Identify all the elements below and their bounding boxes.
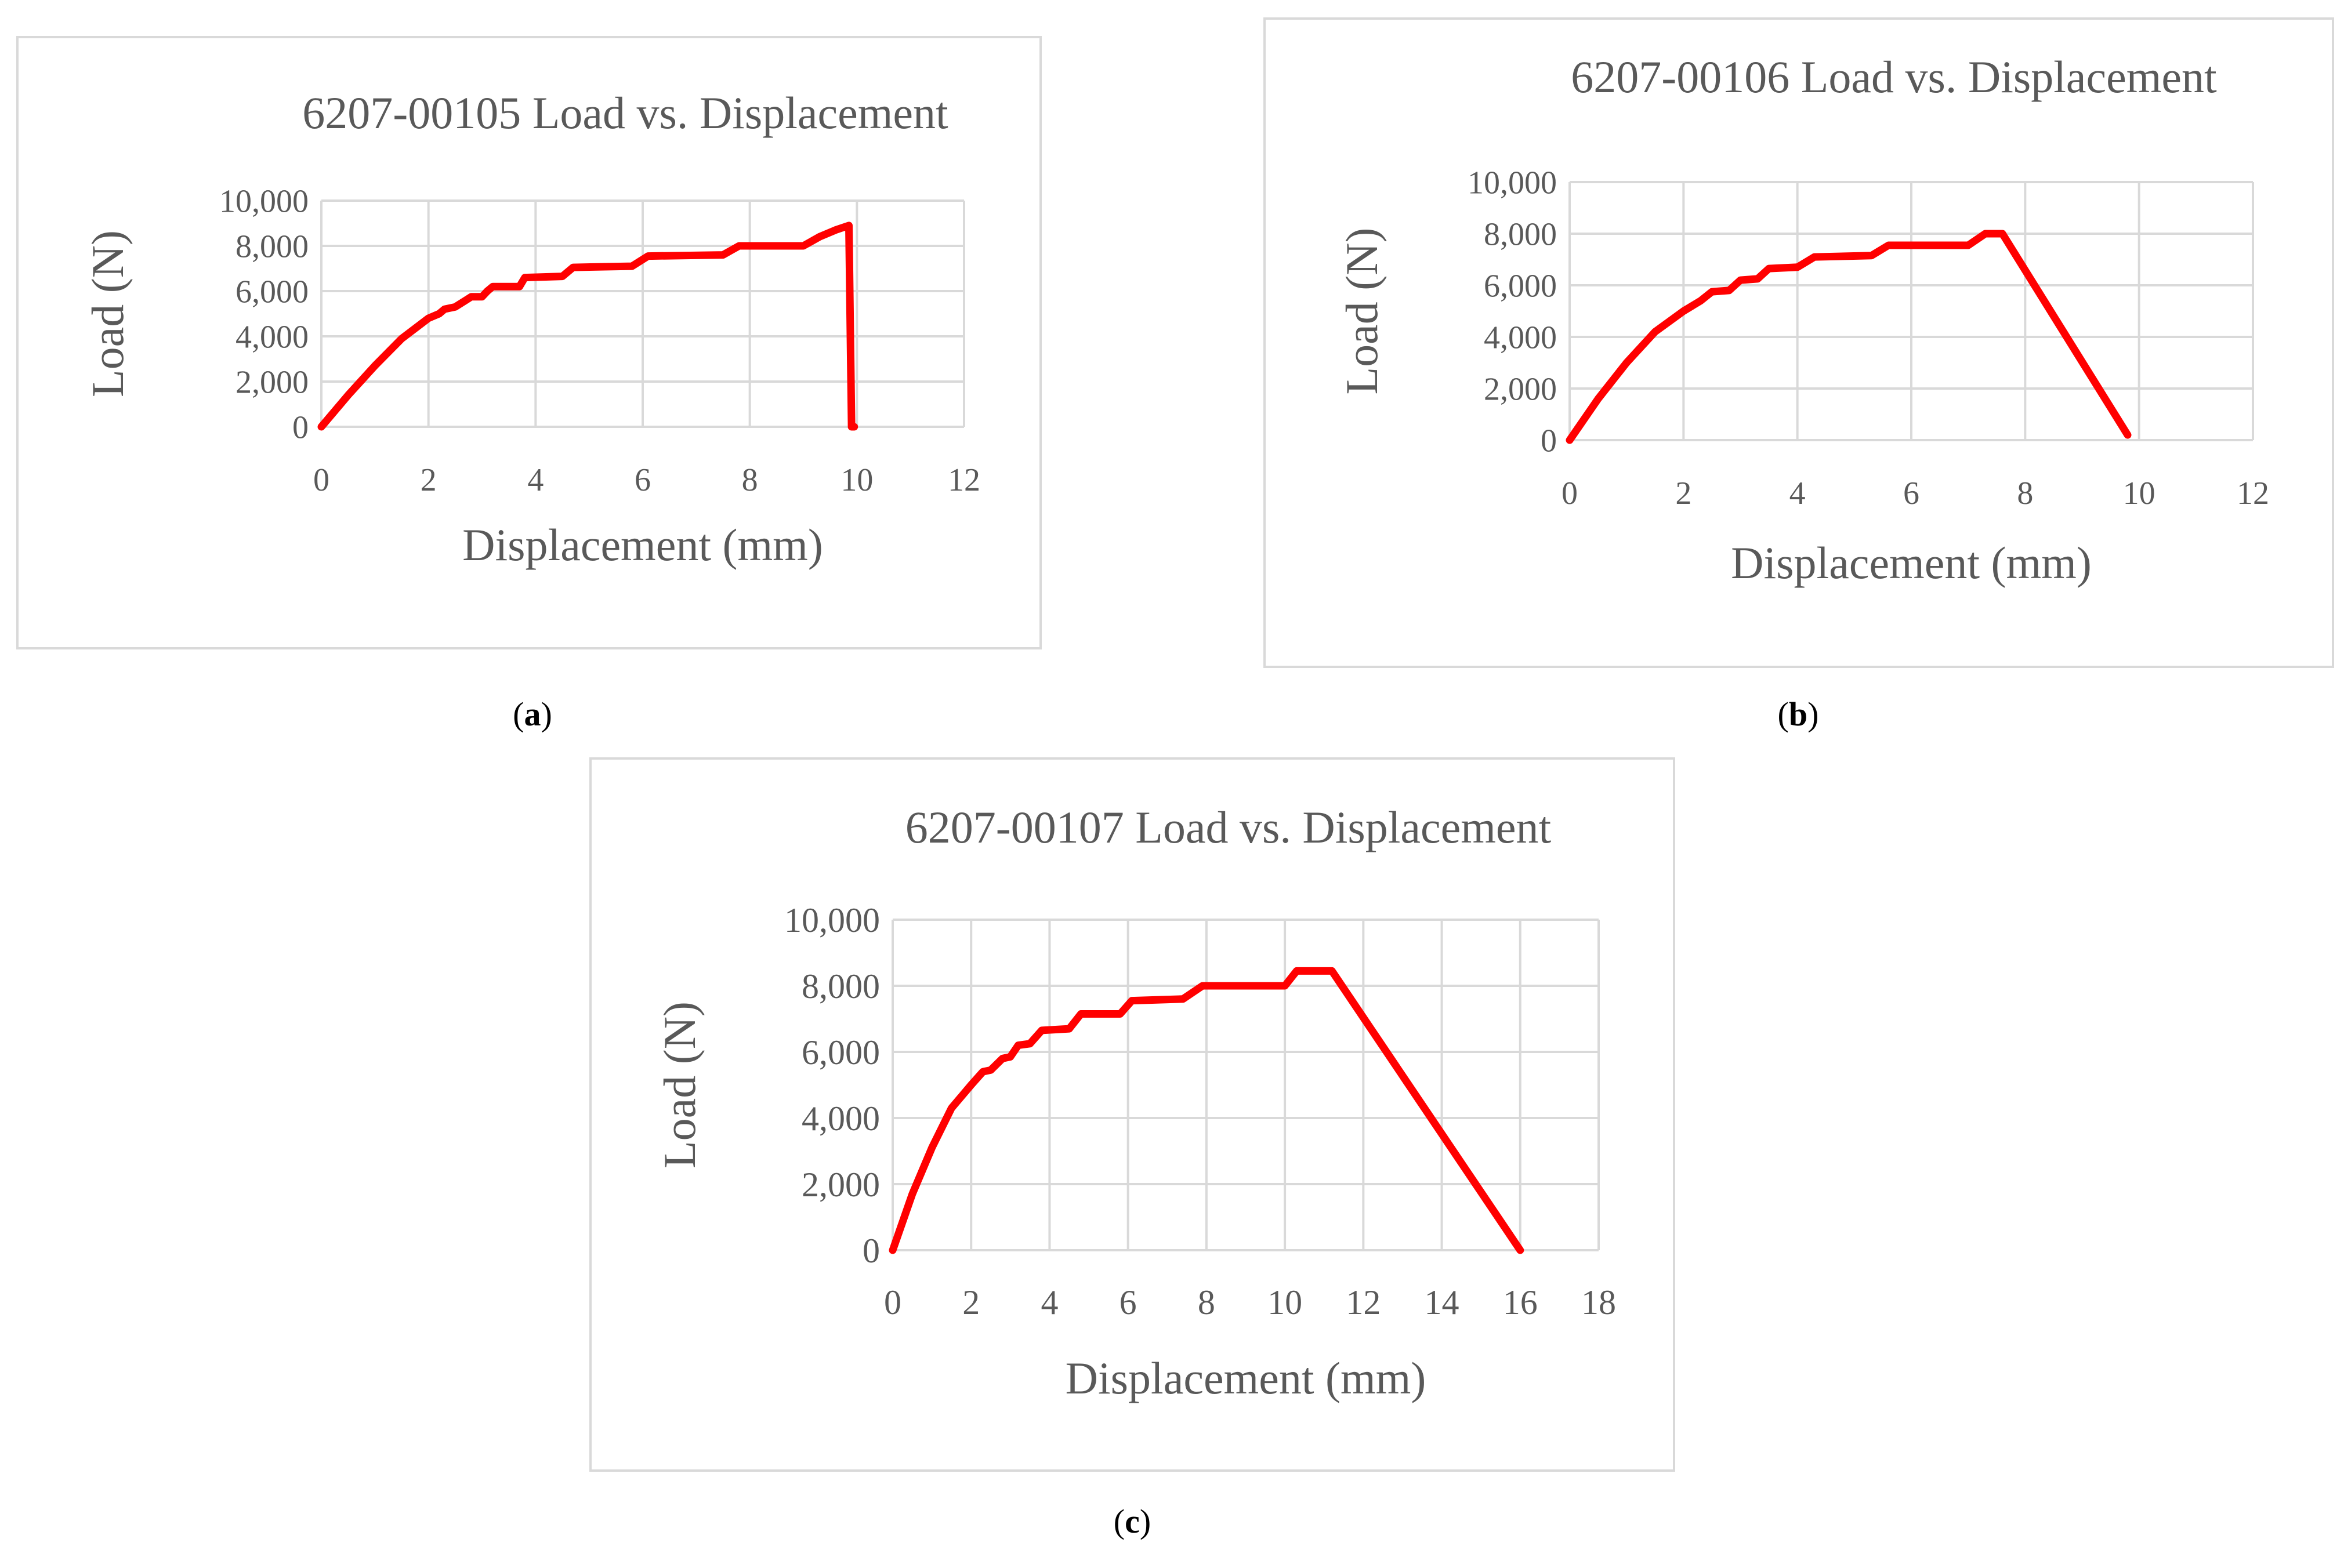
chart-title: 6207-00107 Load vs. Displacement	[905, 802, 1552, 852]
y-tick-label: 6,000	[1484, 268, 1557, 304]
x-tick-label: 10	[840, 462, 873, 498]
y-tick-label: 0	[863, 1232, 880, 1270]
y-tick-label: 4,000	[802, 1099, 880, 1138]
chart-title: 6207-00106 Load vs. Displacement	[1571, 52, 2217, 102]
y-axis-label: Load (N)	[1336, 227, 1387, 394]
x-axis-label: Displacement (mm)	[462, 520, 823, 570]
y-tick-label: 4,000	[236, 320, 309, 355]
x-tick-label: 12	[948, 462, 980, 498]
y-tick-label: 0	[1541, 423, 1557, 459]
x-tick-label: 2	[421, 462, 437, 498]
chart-title: 6207-00105 Load vs. Displacement	[302, 88, 948, 138]
x-tick-label: 6	[1903, 476, 1919, 511]
x-tick-label: 8	[2017, 476, 2033, 511]
x-tick-label: 14	[1425, 1283, 1459, 1322]
x-axis-label: Displacement (mm)	[1066, 1353, 1426, 1403]
chart-panel-b: 6207-00106 Load vs. Displacement 0 2,000 4,…	[1263, 17, 2334, 668]
x-tick-label: 4	[527, 462, 544, 498]
chart-b: 6207-00106 Load vs. Displacement 0 2,000 4,…	[1336, 52, 2269, 588]
caption-label-a: a	[524, 695, 541, 733]
x-tick-label: 16	[1503, 1283, 1538, 1322]
y-tick-label: 10,000	[784, 901, 880, 939]
series-line-load	[1566, 230, 2132, 444]
chart-panel-a: 6207-00105 Load vs. Displacement 0 2,000 4,…	[16, 36, 1042, 649]
x-tick-label: 2	[1675, 476, 1691, 511]
caption-a: (a)	[513, 695, 552, 733]
x-tick-label: 0	[313, 462, 329, 498]
caption-label-c: c	[1125, 1502, 1140, 1540]
y-tick-label: 6,000	[802, 1033, 880, 1072]
caption-b: (b)	[1777, 695, 1819, 733]
caption-c: (c)	[1113, 1502, 1151, 1540]
x-tick-label: 0	[884, 1283, 901, 1322]
x-tick-label: 6	[1120, 1283, 1137, 1322]
y-tick-label: 10,000	[1468, 165, 1557, 201]
x-tick-label: 10	[2123, 476, 2155, 511]
y-tick-label: 4,000	[1484, 320, 1557, 356]
x-tick-label: 2	[962, 1283, 980, 1322]
y-axis-label: Load (N)	[82, 230, 133, 397]
y-tick-label: 8,000	[802, 967, 880, 1006]
y-tick-label: 10,000	[219, 184, 309, 220]
x-tick-label: 6	[635, 462, 651, 498]
x-tick-label: 4	[1789, 476, 1806, 511]
x-tick-label: 18	[1581, 1283, 1616, 1322]
x-tick-label: 4	[1041, 1283, 1058, 1322]
chart-a: 6207-00105 Load vs. Displacement 0 2,000 4,…	[82, 88, 980, 570]
y-tick-label: 8,000	[1484, 217, 1557, 253]
chart-panel-c: 6207-00107 Load vs. Displacement 0 2,000 4,…	[589, 757, 1675, 1472]
y-tick-label: 8,000	[236, 229, 309, 265]
y-axis-label: Load (N)	[654, 1001, 705, 1168]
y-tick-label: 6,000	[236, 274, 309, 310]
x-tick-label: 8	[1198, 1283, 1215, 1322]
series-line-load	[889, 967, 1524, 1254]
series-line-load	[317, 222, 858, 431]
x-tick-label: 12	[2237, 476, 2269, 511]
x-tick-label: 0	[1562, 476, 1578, 511]
y-tick-label: 2,000	[236, 365, 309, 401]
x-tick-label: 8	[742, 462, 758, 498]
y-tick-label: 2,000	[802, 1166, 880, 1204]
y-tick-label: 0	[292, 410, 309, 446]
y-tick-label: 2,000	[1484, 372, 1557, 408]
x-tick-label: 12	[1346, 1283, 1381, 1322]
x-axis-label: Displacement (mm)	[1731, 538, 2092, 588]
x-tick-label: 10	[1267, 1283, 1302, 1322]
chart-c: 6207-00107 Load vs. Displacement 0 2,000 4,…	[654, 802, 1616, 1403]
caption-label-b: b	[1788, 695, 1808, 733]
